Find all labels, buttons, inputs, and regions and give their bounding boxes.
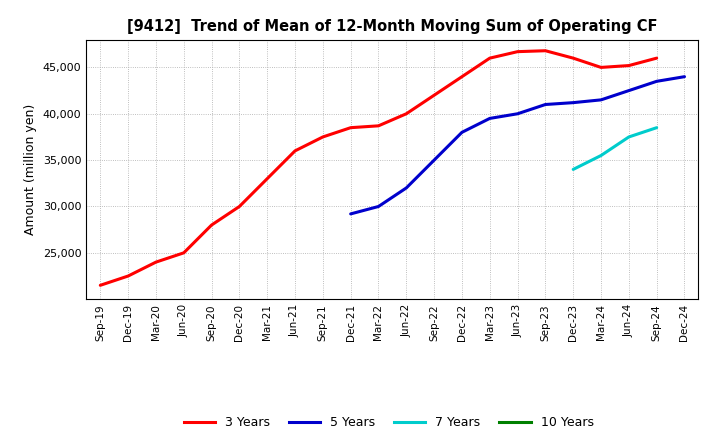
3 Years	[124, 273, 132, 279]
5 Years	[402, 185, 410, 191]
Line: 5 Years: 5 Years	[351, 77, 685, 214]
Y-axis label: Amount (million yen): Amount (million yen)	[24, 104, 37, 235]
3 Years	[318, 134, 327, 139]
5 Years	[652, 79, 661, 84]
3 Years	[569, 55, 577, 61]
Legend: 3 Years, 5 Years, 7 Years, 10 Years: 3 Years, 5 Years, 7 Years, 10 Years	[184, 416, 593, 429]
3 Years	[179, 250, 188, 256]
5 Years	[485, 116, 494, 121]
5 Years	[597, 97, 606, 103]
3 Years	[513, 49, 522, 54]
3 Years	[263, 176, 271, 181]
5 Years	[541, 102, 550, 107]
3 Years	[458, 74, 467, 79]
5 Years	[430, 158, 438, 163]
3 Years	[430, 92, 438, 98]
5 Years	[374, 204, 383, 209]
5 Years	[569, 100, 577, 105]
5 Years	[513, 111, 522, 117]
3 Years	[291, 148, 300, 154]
3 Years	[485, 55, 494, 61]
3 Years	[597, 65, 606, 70]
3 Years	[624, 63, 633, 68]
3 Years	[235, 204, 243, 209]
7 Years	[569, 167, 577, 172]
3 Years	[346, 125, 355, 130]
Line: 7 Years: 7 Years	[573, 128, 657, 169]
3 Years	[402, 111, 410, 117]
3 Years	[374, 123, 383, 128]
7 Years	[597, 153, 606, 158]
3 Years	[152, 260, 161, 265]
5 Years	[346, 211, 355, 216]
7 Years	[652, 125, 661, 130]
3 Years	[541, 48, 550, 53]
3 Years	[652, 55, 661, 61]
3 Years	[96, 282, 104, 288]
7 Years	[624, 134, 633, 139]
Line: 3 Years: 3 Years	[100, 51, 657, 285]
5 Years	[458, 130, 467, 135]
5 Years	[680, 74, 689, 79]
Title: [9412]  Trend of Mean of 12-Month Moving Sum of Operating CF: [9412] Trend of Mean of 12-Month Moving …	[127, 19, 657, 34]
5 Years	[624, 88, 633, 93]
3 Years	[207, 222, 216, 227]
